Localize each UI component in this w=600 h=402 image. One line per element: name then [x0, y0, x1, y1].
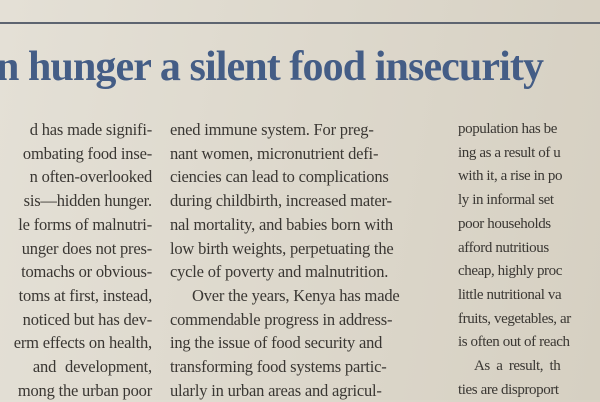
- text-line: transforming food systems partic-: [170, 357, 387, 377]
- text-line: ing the issue of food security and: [170, 333, 383, 353]
- text-line: Over the years, Kenya has made: [192, 285, 400, 305]
- text-line: sis—hidden hunger.: [23, 191, 153, 211]
- text-line: mong the urban poor: [17, 380, 152, 400]
- text-line: unger does not pres-: [21, 238, 152, 258]
- text-line: tomachs or obvious-: [21, 262, 152, 282]
- text-line: little nutritional va: [458, 286, 562, 303]
- text-line: toms at first, instead,: [18, 285, 153, 305]
- text-line: d has made signifi-: [29, 120, 152, 139]
- article-column-3: population has be ing as a result of u w…: [458, 118, 598, 402]
- text-line: afford nutritious: [458, 239, 549, 256]
- text-line: during childbirth, increased mater-: [170, 191, 392, 211]
- text-line: ing as a result of u: [458, 144, 561, 161]
- text-line: As a result, th: [474, 358, 561, 375]
- text-line: fruits, vegetables, ar: [458, 310, 571, 327]
- text-line: nant women, micronutrient defi-: [170, 143, 379, 163]
- text-line: is often out of reach: [458, 334, 570, 351]
- text-line: low birth weights, perpetuating the: [170, 238, 394, 258]
- text-line: ties are disproport: [458, 381, 559, 398]
- text-line: nal mortality, and babies born with: [170, 214, 393, 234]
- text-line: le forms of malnutri-: [18, 214, 152, 234]
- text-line: cheap, highly proc: [458, 263, 563, 280]
- article-column-1: d has made signifi- ombating food inse- …: [14, 118, 152, 402]
- text-line: population has be: [458, 121, 558, 137]
- text-line: and development,: [32, 357, 152, 377]
- text-line: poor households: [458, 215, 551, 232]
- text-line: ly in informal set: [458, 192, 554, 209]
- text-line: n often-overlooked: [29, 167, 153, 187]
- text-line: erm effects on health,: [13, 333, 152, 353]
- headline: n hunger a silent food insecurity: [0, 44, 544, 90]
- article-column-2: ened immune system. For preg- nant women…: [170, 118, 450, 402]
- text-line: ularly in urban areas and agricul-: [170, 380, 382, 400]
- text-line: ened immune system. For preg-: [170, 120, 374, 139]
- text-line: with it, a rise in po: [458, 168, 563, 185]
- text-line: commendable progress in address-: [170, 309, 393, 329]
- header-rule: [0, 22, 600, 24]
- text-line: cycle of poverty and malnutrition.: [170, 262, 389, 282]
- text-line: ombating food inse-: [22, 143, 152, 163]
- text-line: ciencies can lead to complications: [170, 167, 389, 187]
- text-line: noticed but has dev-: [22, 309, 153, 329]
